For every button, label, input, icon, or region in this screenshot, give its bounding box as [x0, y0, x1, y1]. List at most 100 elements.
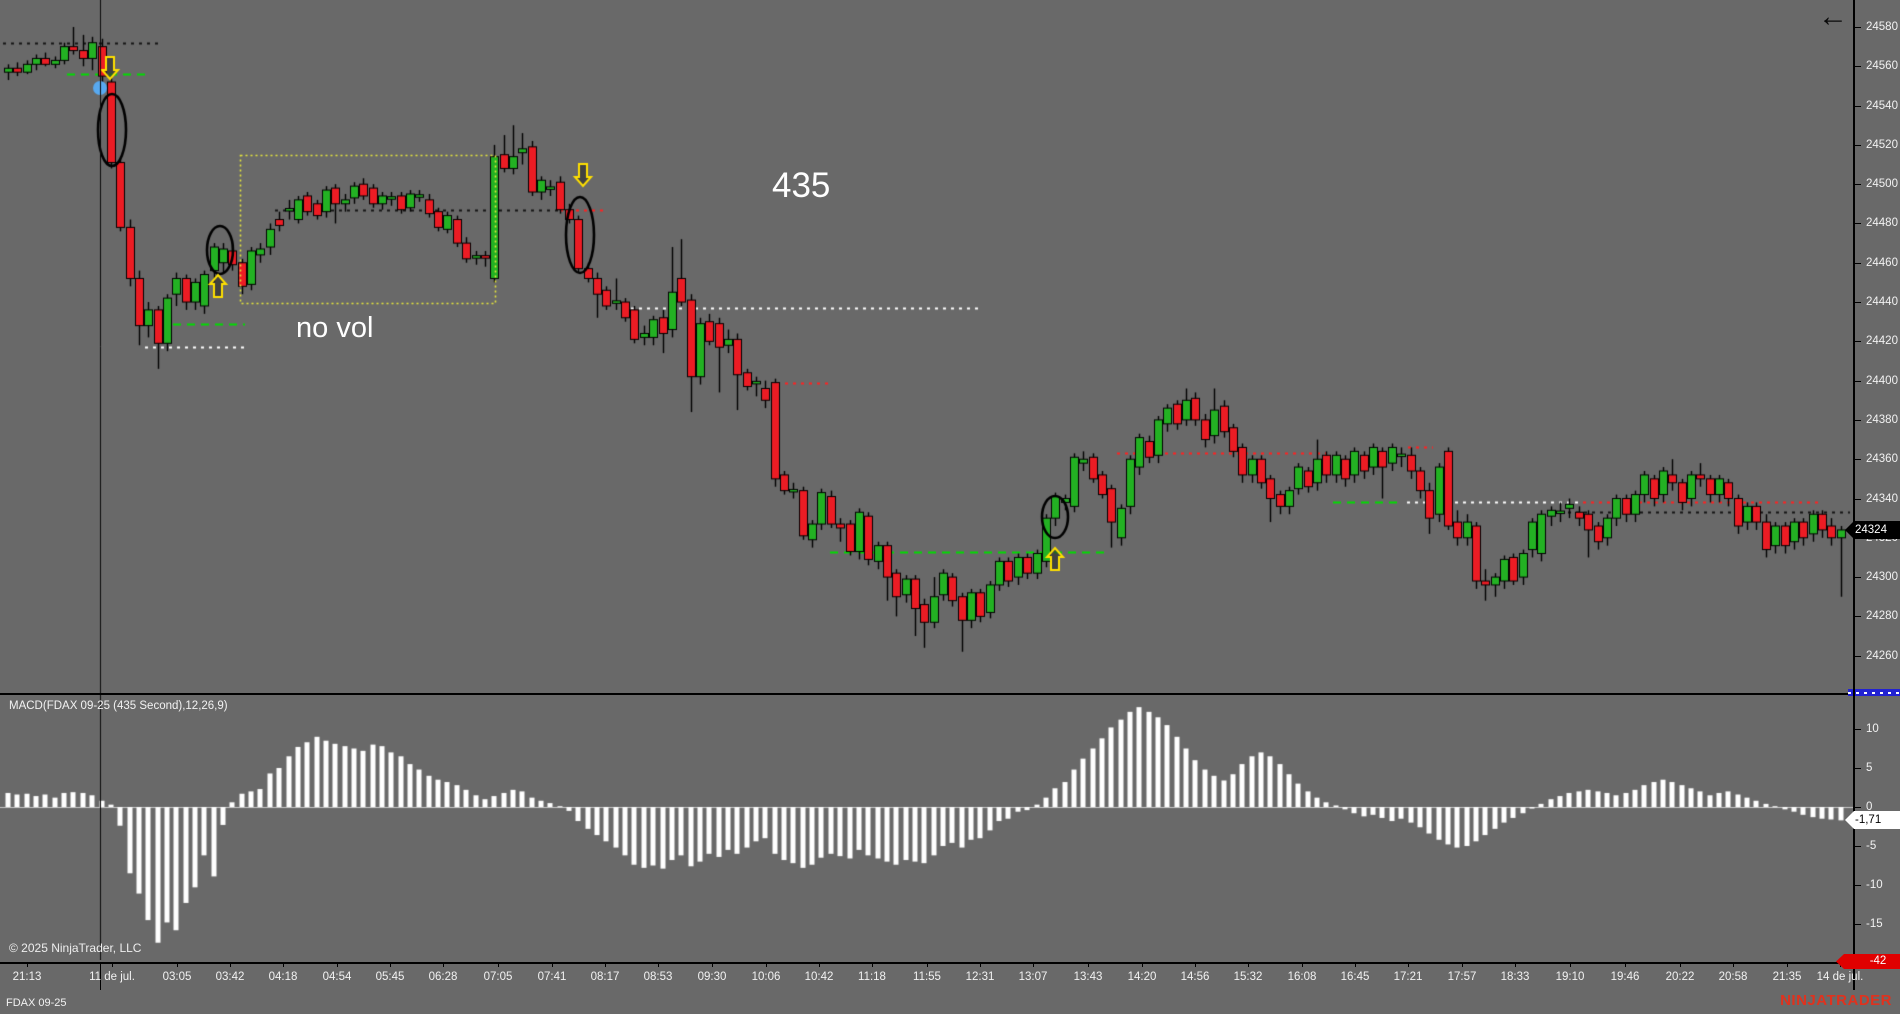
time-axis-label: 14:20	[1127, 971, 1157, 983]
time-axis-label: 11:18	[858, 971, 886, 983]
price-axis-label: 24500	[1866, 178, 1898, 190]
price-axis-tick	[1855, 27, 1861, 28]
price-axis-label: 24360	[1866, 453, 1898, 465]
time-axis-tick	[1733, 962, 1734, 967]
price-axis-tick	[1855, 106, 1861, 107]
time-axis-tick	[980, 962, 981, 967]
macd-value-badge: -1,71	[1845, 811, 1900, 829]
time-axis-label: 20:58	[1718, 971, 1748, 983]
time-axis-label: 19:46	[1610, 971, 1640, 983]
time-axis-label: 13:07	[1018, 971, 1048, 983]
macd-indicator-canvas[interactable]	[0, 695, 1853, 960]
price-axis-separator	[1853, 0, 1855, 990]
panel-splitter-handle[interactable]	[1848, 689, 1900, 696]
macd-axis-label: -5	[1866, 840, 1877, 852]
time-axis-label: 04:18	[268, 971, 298, 983]
time-axis-tick	[27, 962, 28, 967]
time-axis-tick	[498, 962, 499, 967]
price-chart-canvas[interactable]	[0, 0, 1853, 693]
time-axis-line	[0, 962, 1900, 964]
time-axis-label: 05:45	[375, 971, 405, 983]
period-annotation-text[interactable]: 435	[772, 166, 831, 205]
time-axis-label: 03:05	[162, 971, 192, 983]
time-axis-tick	[1515, 962, 1516, 967]
time-axis-tick	[1680, 962, 1681, 967]
macd-axis-tick	[1855, 729, 1861, 730]
macd-axis-tick	[1855, 924, 1861, 925]
price-axis-tick	[1855, 145, 1861, 146]
time-axis-label: 04:54	[322, 971, 352, 983]
price-axis-tick	[1855, 302, 1861, 303]
price-axis-tick	[1855, 577, 1861, 578]
macd-axis-tick	[1855, 846, 1861, 847]
time-axis-label: 16:08	[1287, 971, 1317, 983]
price-axis-label: 24460	[1866, 257, 1898, 269]
time-axis-tick	[337, 962, 338, 967]
time-axis-tick	[1462, 962, 1463, 967]
time-axis-label: 07:05	[483, 971, 513, 983]
price-axis-tick	[1855, 499, 1861, 500]
time-axis-label: 09:30	[697, 971, 727, 983]
price-axis-tick	[1855, 459, 1861, 460]
macd-axis-label: 0	[1866, 801, 1873, 813]
price-axis-tick	[1855, 381, 1861, 382]
time-axis-tick	[1142, 962, 1143, 967]
time-axis-label: 15:32	[1233, 971, 1263, 983]
time-axis-tick	[1033, 962, 1034, 967]
price-axis-tick	[1855, 184, 1861, 185]
status-bar-instrument: FDAX 09-25	[6, 997, 67, 1009]
time-axis-label: 06:28	[428, 971, 458, 983]
no-volume-annotation-text[interactable]: no vol	[296, 312, 374, 344]
ninjatrader-watermark: NINJATRADER	[1780, 992, 1892, 1009]
time-axis-label: 12:31	[965, 971, 995, 983]
time-axis-tick	[1625, 962, 1626, 967]
time-axis-label: 14 de jul.	[1816, 971, 1864, 983]
price-axis-label: 24420	[1866, 335, 1898, 347]
time-axis-label: 14:56	[1180, 971, 1210, 983]
price-axis-label: 24440	[1866, 296, 1898, 308]
time-axis-label: 07:41	[537, 971, 567, 983]
time-axis-tick	[712, 962, 713, 967]
time-axis-tick	[1088, 962, 1089, 967]
macd-axis-tick	[1855, 807, 1861, 808]
price-axis-label: 24520	[1866, 139, 1898, 151]
price-axis-label: 24480	[1866, 217, 1898, 229]
time-axis-tick	[230, 962, 231, 967]
macd-axis-tick	[1855, 885, 1861, 886]
price-axis-tick	[1855, 420, 1861, 421]
price-axis-label: 24260	[1866, 650, 1898, 662]
price-axis-label: 24560	[1866, 60, 1898, 72]
time-axis-label: 08:53	[643, 971, 673, 983]
time-axis-tick	[927, 962, 928, 967]
price-axis-label: 24580	[1866, 21, 1898, 33]
price-axis-tick	[1855, 66, 1861, 67]
price-axis-tick	[1855, 223, 1861, 224]
time-axis-label: 17:21	[1393, 971, 1423, 983]
time-axis-tick	[443, 962, 444, 967]
bar-countdown-badge: -42	[1836, 954, 1900, 969]
time-axis-label: 19:10	[1555, 971, 1585, 983]
price-axis-label: 24400	[1866, 375, 1898, 387]
time-axis-tick	[1355, 962, 1356, 967]
time-axis-tick	[766, 962, 767, 967]
macd-axis-label: 5	[1866, 762, 1873, 774]
back-arrow-icon[interactable]: ←	[1818, 0, 1848, 33]
price-axis-tick	[1855, 341, 1861, 342]
time-axis-label: 21:35	[1772, 971, 1802, 983]
time-axis-label: 10:42	[804, 971, 834, 983]
time-axis-label: 11 de jul.	[89, 971, 135, 983]
time-axis-label: 10:06	[751, 971, 781, 983]
time-axis-tick	[1787, 962, 1788, 967]
time-axis-tick	[177, 962, 178, 967]
time-axis-tick	[1570, 962, 1571, 967]
current-price-badge: 24324	[1845, 521, 1900, 539]
time-axis-tick	[1195, 962, 1196, 967]
macd-axis-label: -10	[1866, 879, 1883, 891]
panel-divider	[0, 693, 1900, 695]
macd-axis-tick	[1855, 768, 1861, 769]
time-axis-tick	[112, 962, 113, 967]
time-axis-tick	[390, 962, 391, 967]
macd-axis-label: -15	[1866, 918, 1883, 930]
time-axis-label: 21:13	[12, 971, 42, 983]
time-axis-label: 20:22	[1665, 971, 1695, 983]
